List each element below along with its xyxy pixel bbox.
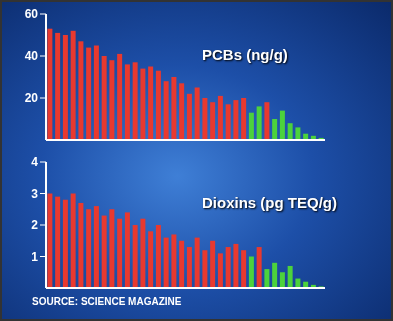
svg-text:20: 20 — [25, 91, 39, 105]
svg-text:2: 2 — [31, 218, 38, 232]
html-text:SOURCE: SCIENCE MAGAZINE: SOURCE: SCIENCE MAGAZINE — [32, 296, 182, 307]
html-text:Dioxins (pg TEQ/g): Dioxins (pg TEQ/g) — [202, 194, 337, 211]
svg-text:3: 3 — [31, 187, 38, 201]
svg-text:4: 4 — [31, 155, 38, 169]
svg-text:1: 1 — [31, 250, 38, 264]
svg-text:60: 60 — [25, 7, 39, 21]
html-text:PCBs (ng/g): PCBs (ng/g) — [202, 46, 288, 63]
svg-text:40: 40 — [25, 49, 39, 63]
